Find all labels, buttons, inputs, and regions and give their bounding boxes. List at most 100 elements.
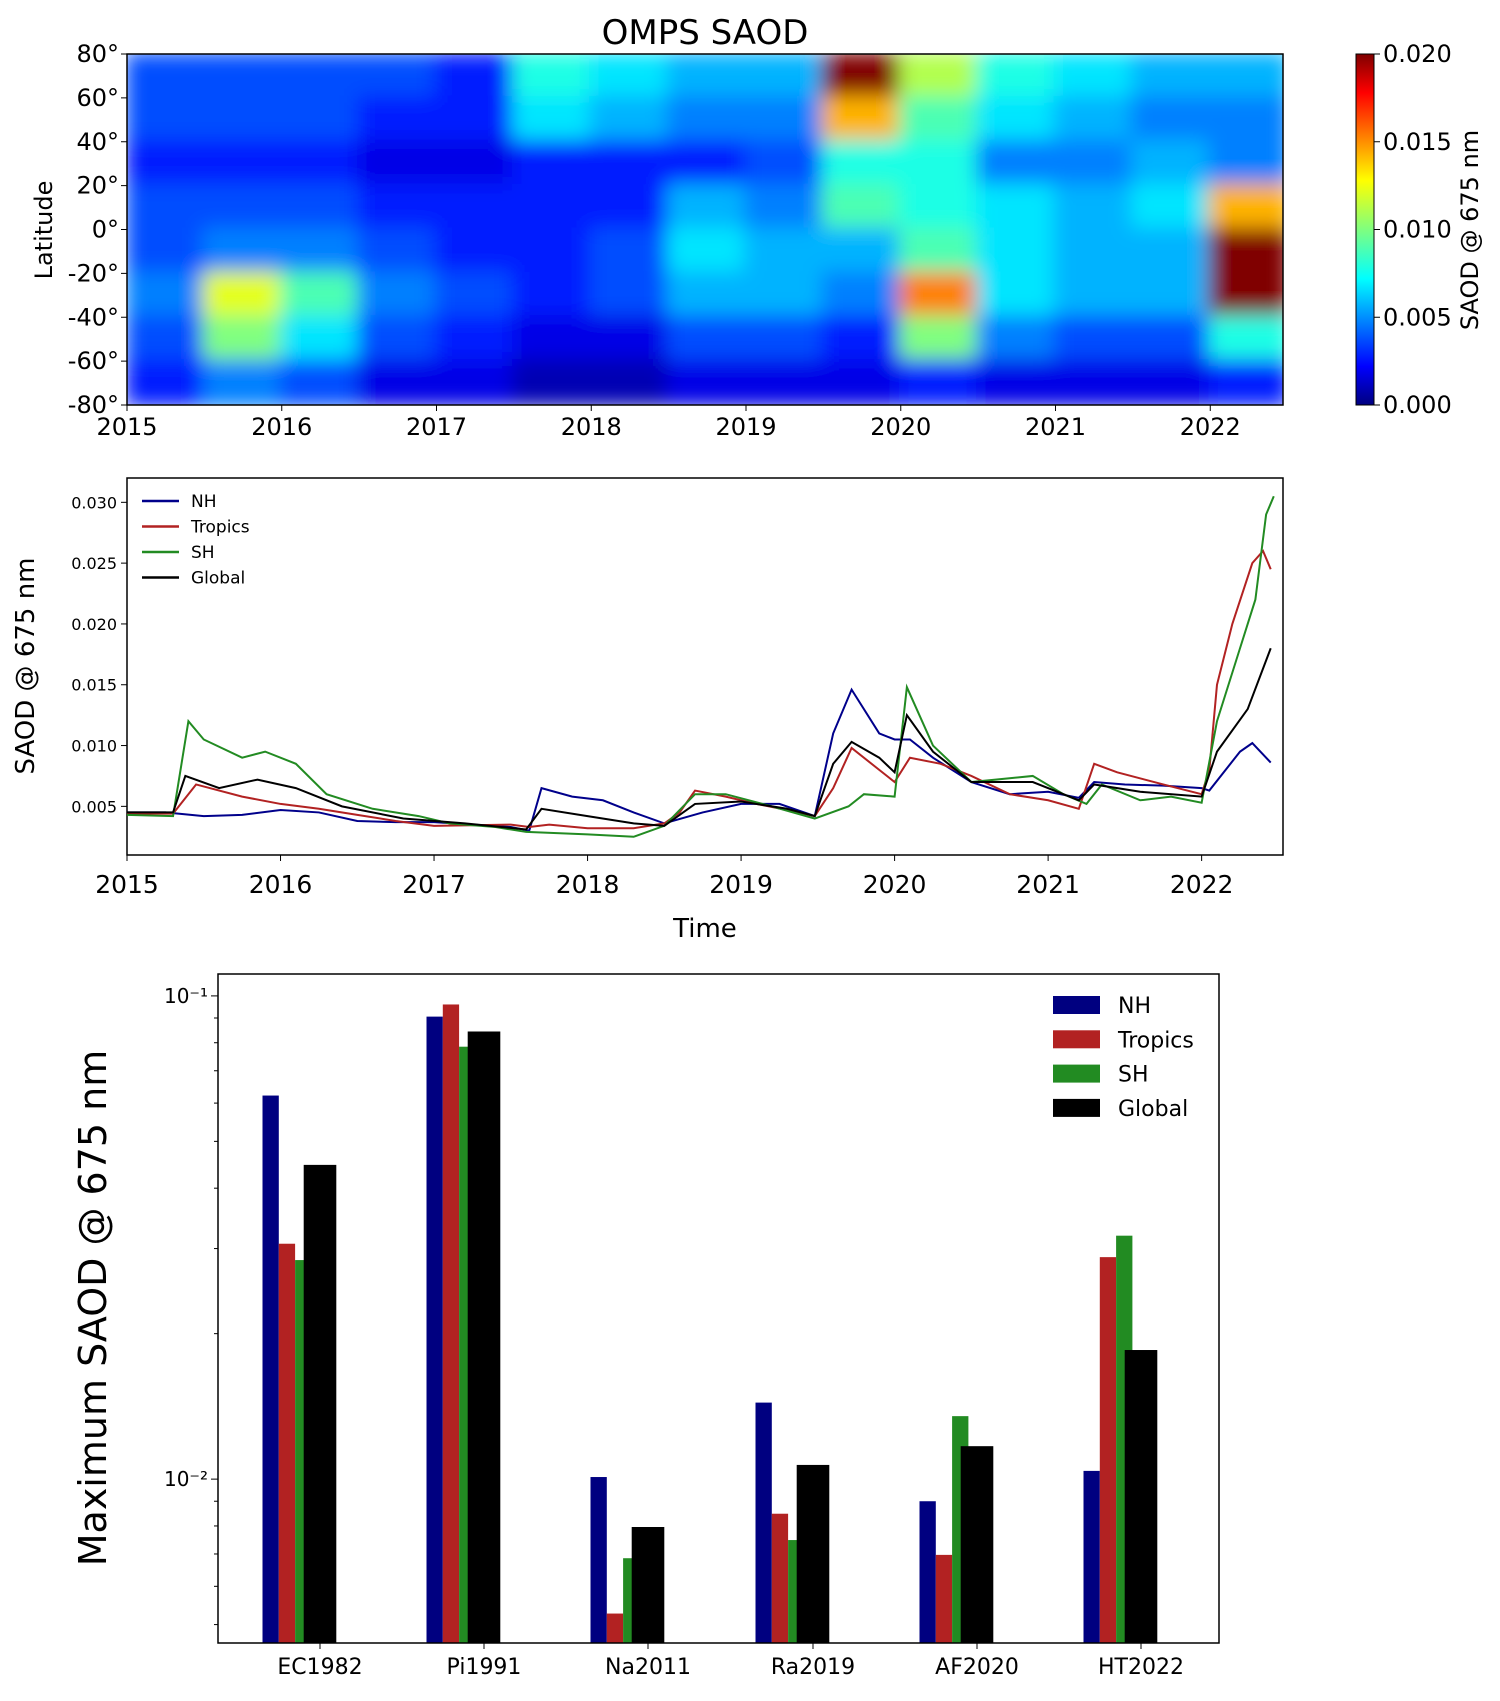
legend-swatch [1053, 1098, 1100, 1117]
heatmap-cell [202, 315, 284, 364]
heatmap-cell [589, 271, 671, 320]
heatmap-cell [1130, 315, 1213, 364]
line-ylabel: SAOD @ 675 nm [11, 557, 41, 774]
heatmap-cell [202, 359, 284, 405]
series-line-global [127, 647, 1272, 831]
y-tick-label: 20° [76, 172, 119, 200]
heatmap-cell [127, 359, 207, 405]
heatmap-cell [511, 54, 594, 100]
heatmap-cell [511, 139, 594, 188]
heatmap-cell [1053, 359, 1135, 405]
heatmap-cell [357, 315, 439, 364]
x-tick-label: 2020 [863, 870, 927, 899]
colorbar-tick-label: 0.000 [1383, 391, 1452, 419]
heatmap-cell [666, 95, 749, 144]
x-tick-label: 2018 [561, 413, 622, 441]
heatmap-cell [127, 54, 207, 100]
bar-global-pi1991 [467, 1031, 501, 1643]
heatmap-cell [357, 139, 439, 188]
legend-label: Tropics [190, 518, 250, 538]
heatmap-cell [279, 54, 362, 100]
bar-nh-na2011 [590, 1477, 607, 1643]
heatmap-cell [511, 183, 594, 232]
heatmap-cell [666, 54, 749, 100]
heatmap-cell [1208, 359, 1283, 405]
heatmap-cell [898, 271, 981, 320]
heatmap-cell [666, 183, 749, 232]
x-tick-label: 2019 [715, 413, 776, 441]
heatmap-cell [127, 227, 207, 276]
colorbar-tick-label: 0.020 [1383, 40, 1452, 68]
y-tick-label: 0.025 [71, 554, 117, 573]
series-line-nh [127, 687, 1272, 832]
heatmap-cell [434, 315, 516, 364]
heatmap-cell [279, 139, 362, 188]
heatmap-cell [744, 139, 826, 188]
series-line-sh [126, 495, 1275, 838]
bar-tropics-ec1982 [278, 1243, 296, 1643]
y-tick-label: 0.015 [71, 676, 117, 695]
heatmap-cell [821, 139, 903, 188]
line-axes-frame [126, 477, 1284, 856]
heatmap-cell [1208, 139, 1283, 188]
heatmap-cell [1208, 271, 1283, 320]
y-tick-label: 10⁻¹ [164, 984, 208, 1008]
colorbar-tick-label: 0.010 [1383, 216, 1452, 244]
heatmap-cell [898, 95, 981, 144]
bar-ylabel: Maximum SAOD @ 675 nm [71, 1050, 115, 1567]
heatmap-cell [434, 54, 516, 100]
heatmap-cell [821, 315, 903, 364]
heatmap-cell [1208, 95, 1283, 144]
x-tick-label: Pi1991 [447, 1655, 522, 1680]
heatmap-cell [511, 359, 594, 405]
heatmap-cell [202, 183, 284, 232]
legend-label: NH [191, 492, 217, 512]
heatmap-cell [898, 183, 981, 232]
heatmap-cell [1053, 183, 1135, 232]
bar-nh-af2020 [919, 1501, 936, 1643]
y-tick-label: 0.020 [71, 615, 117, 634]
legend-swatch [1053, 1030, 1100, 1049]
heatmap-cell [821, 271, 903, 320]
legend-label: NH [1118, 994, 1151, 1019]
heatmap-cell [744, 271, 826, 320]
colorbar [1355, 53, 1375, 406]
x-tick-label: 2019 [709, 870, 773, 899]
bar-tropics-ht2022 [1099, 1257, 1117, 1643]
heatmap-cell [976, 359, 1058, 405]
x-tick-label: 2022 [1170, 870, 1234, 899]
bar-tropics-ra2019 [771, 1513, 789, 1643]
heatmap-cell [434, 271, 516, 320]
bar-axes-frame [217, 973, 1220, 1644]
heatmap-cell [434, 359, 516, 405]
heatmap-cell [821, 183, 903, 232]
heatmap-cell [511, 315, 594, 364]
heatmap-cell [898, 139, 981, 188]
heatmap-cell [666, 227, 749, 276]
bar-nh-ht2022 [1083, 1470, 1100, 1643]
heatmap-cell [589, 359, 671, 405]
heatmap-cell [1130, 271, 1213, 320]
heatmap-cell [898, 227, 981, 276]
x-tick-label: 2021 [1025, 413, 1086, 441]
heatmap-cell [898, 54, 981, 100]
heatmap-cells [127, 54, 1283, 405]
heatmap-cell [1208, 54, 1283, 100]
y-tick-label: 10⁻² [164, 1467, 208, 1491]
colorbar-tick-label: 0.015 [1383, 128, 1452, 156]
heatmap-cell [976, 54, 1058, 100]
y-tick-label: -80° [68, 391, 119, 419]
bar-global-ra2019 [796, 1464, 830, 1643]
heatmap-cell [127, 95, 207, 144]
y-tick-label: -20° [68, 259, 119, 287]
heatmap-cell [589, 315, 671, 364]
heatmap-cell [202, 139, 284, 188]
x-tick-label: 2018 [556, 870, 620, 899]
heatmap-cell [898, 315, 981, 364]
legend-swatch [1053, 996, 1100, 1014]
heatmap-cell [1053, 315, 1135, 364]
x-tick-label: 2015 [96, 413, 157, 441]
heatmap-cell [1130, 139, 1213, 188]
heatmap-cell [202, 227, 284, 276]
y-tick-label: 40° [76, 128, 119, 156]
